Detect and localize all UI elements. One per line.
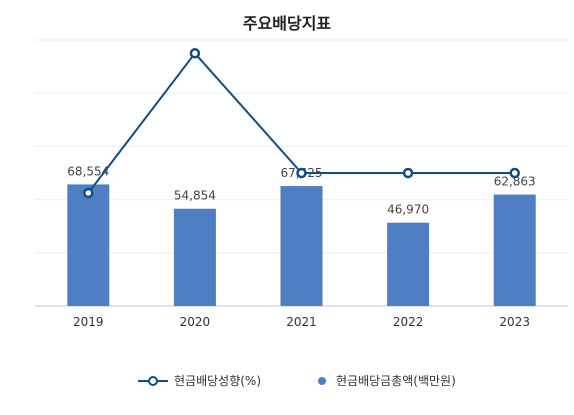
- line-point-2021: [296, 167, 307, 179]
- bar-2022: [387, 222, 430, 306]
- legend: 현금배당성향(%) 현금배당금총액(백만원): [0, 372, 574, 392]
- x-axis-ticks: 2019 2020 2021 2022 2023: [73, 315, 530, 329]
- bar-label-2022: 46,970: [387, 203, 429, 217]
- line-point-2022: [402, 167, 414, 179]
- bar-2019: [67, 184, 110, 306]
- bar-2021: [280, 186, 323, 306]
- x-tick-2022: 2022: [393, 315, 424, 329]
- dot-marker-icon: [318, 376, 326, 385]
- x-tick-2020: 2020: [180, 315, 211, 329]
- legend-label-dividend-total: 현금배당금총액(백만원): [336, 374, 456, 388]
- x-tick-2021: 2021: [286, 315, 317, 329]
- line-series: [83, 48, 520, 199]
- legend-item-dividend-total[interactable]: 현금배당금총액(백만원): [318, 372, 456, 389]
- x-tick-2019: 2019: [73, 315, 104, 329]
- bar-label-2020: 54,854: [174, 189, 216, 203]
- line-point-2020: [189, 48, 201, 59]
- legend-item-payout-ratio[interactable]: 현금배당성향(%): [138, 372, 261, 389]
- chart-title: 주요배당지표: [242, 14, 332, 33]
- bar-2023: [493, 194, 536, 306]
- bar-label-2023: 62,863: [494, 175, 536, 189]
- bar-label-2019: 68,554: [67, 164, 109, 178]
- line-point-2019: [83, 187, 94, 199]
- bar-2020: [173, 208, 216, 306]
- line-point-2023: [509, 167, 520, 179]
- bar-series: [67, 184, 536, 306]
- x-tick-2023: 2023: [499, 315, 530, 329]
- line-marker-icon: [138, 375, 168, 387]
- legend-label-payout-ratio: 현금배당성향(%): [174, 374, 262, 388]
